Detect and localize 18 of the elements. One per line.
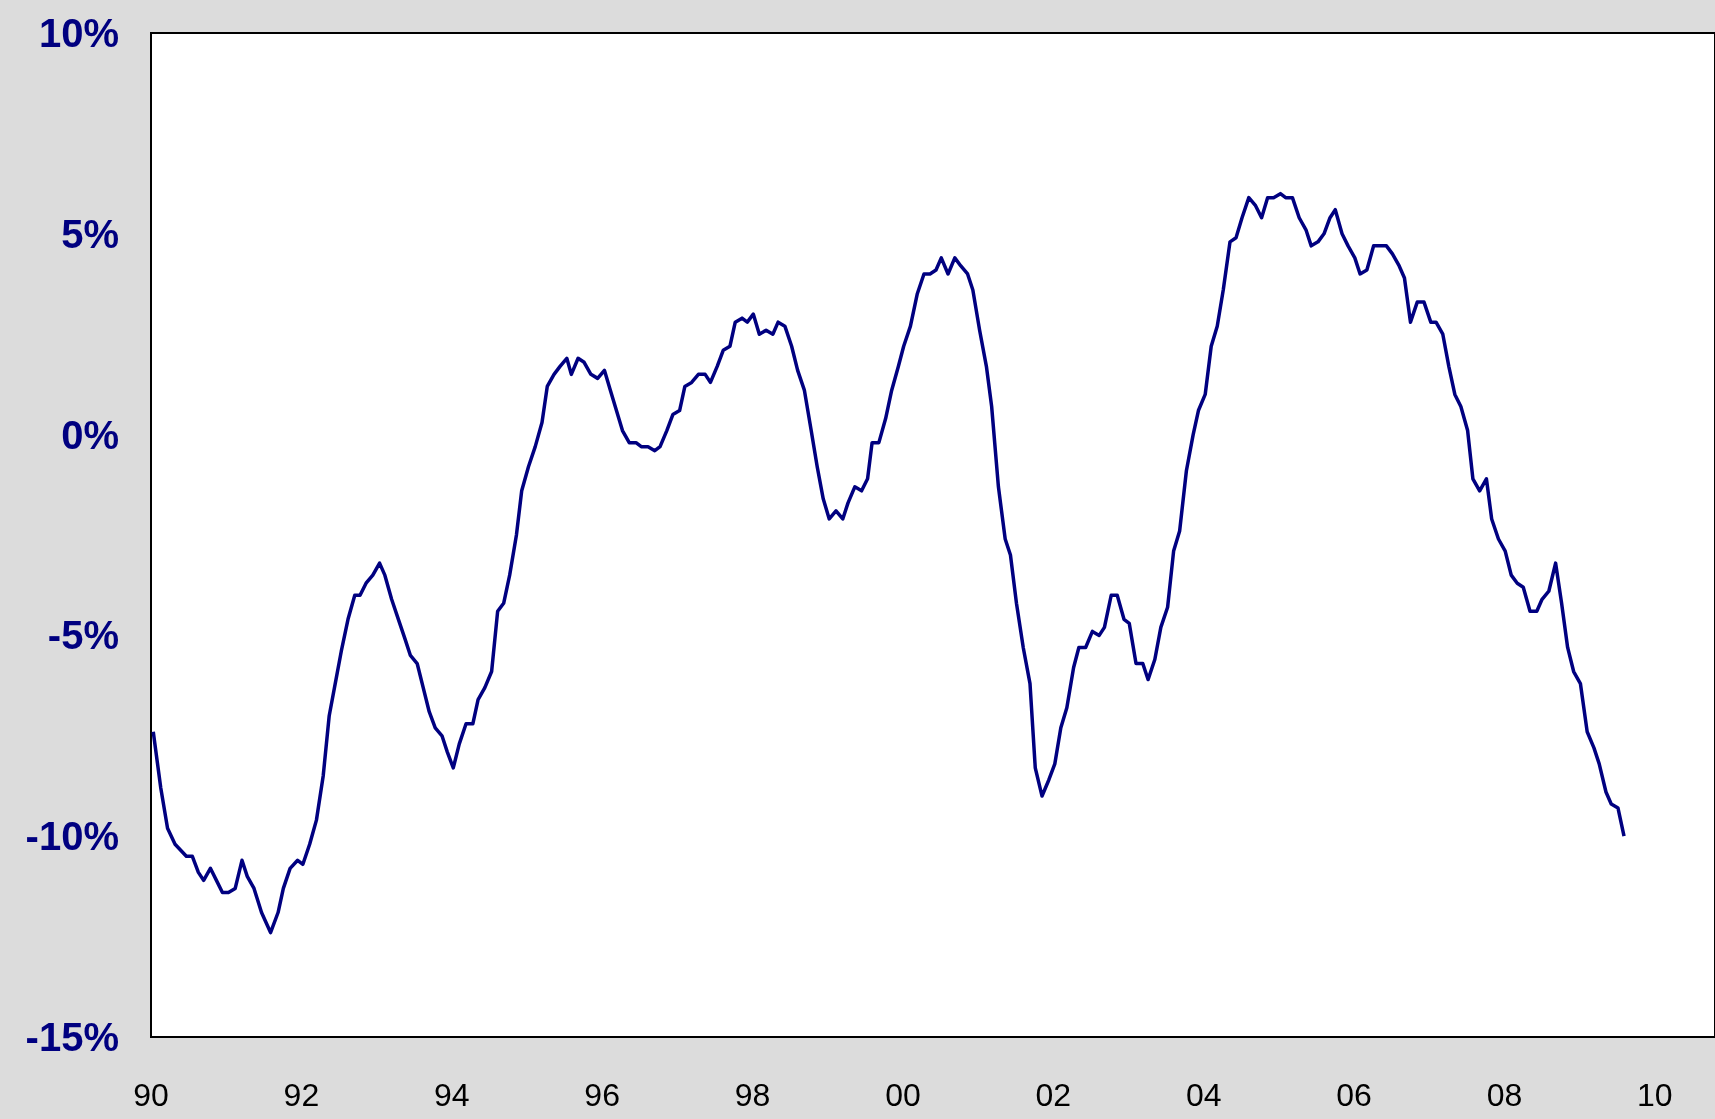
x-tick-label: 98 xyxy=(734,1077,771,1113)
x-tick-label: 08 xyxy=(1486,1077,1523,1113)
line-series xyxy=(151,191,1626,935)
x-tick-label: 06 xyxy=(1336,1077,1372,1113)
y-tick-label: 10% xyxy=(38,11,119,55)
y-tick-label: -5% xyxy=(47,613,119,658)
x-tick-label: 00 xyxy=(885,1077,921,1113)
x-tick-label: 94 xyxy=(433,1077,470,1113)
x-tick-label: 92 xyxy=(283,1077,320,1113)
x-tick-label: 04 xyxy=(1185,1077,1222,1113)
y-tick-label: 5% xyxy=(61,211,119,256)
y-tick-label: -15% xyxy=(25,1015,119,1059)
x-tick-label: 90 xyxy=(133,1077,169,1113)
y-tick-label: -10% xyxy=(25,814,119,859)
x-tick-label: 96 xyxy=(584,1077,620,1113)
x-tick-label: 02 xyxy=(1035,1077,1072,1113)
y-tick-label: 0% xyxy=(61,412,119,457)
x-tick-label: 10 xyxy=(1637,1077,1673,1113)
